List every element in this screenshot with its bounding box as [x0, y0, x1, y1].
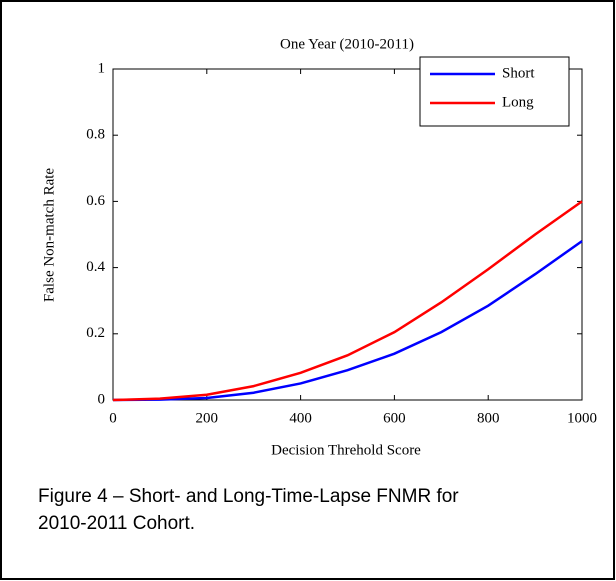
y-tick-label: 0.6 — [86, 193, 105, 209]
legend-label: Long — [502, 94, 534, 110]
x-tick-label: 1000 — [567, 410, 597, 426]
caption: Figure 4 – Short- and Long-Time-Lapse FN… — [38, 486, 459, 507]
y-tick-label: 0.4 — [86, 259, 105, 275]
y-tick-label: 0.8 — [86, 127, 105, 143]
chart-title: One Year (2010-2011) — [280, 36, 414, 52]
plot-area — [112, 68, 583, 401]
x-tick-label: 0 — [109, 410, 117, 426]
y-tick-label: 1 — [98, 60, 106, 76]
x-axis-label: Decision Threhold Score — [271, 442, 421, 458]
x-tick-label: 800 — [477, 410, 500, 426]
series-line — [112, 200, 583, 402]
y-tick-label: 0 — [98, 391, 106, 407]
legend — [419, 56, 570, 127]
x-tick-label: 600 — [383, 410, 406, 426]
x-tick-label: 200 — [196, 410, 219, 426]
y-tick-label: 0.2 — [86, 325, 105, 341]
caption: 2010-2011 Cohort. — [38, 513, 195, 534]
y-axis-label: False Non-match Rate — [41, 168, 57, 302]
legend-label: Short — [502, 65, 535, 81]
x-tick-label: 400 — [289, 410, 312, 426]
series-line — [112, 240, 583, 402]
